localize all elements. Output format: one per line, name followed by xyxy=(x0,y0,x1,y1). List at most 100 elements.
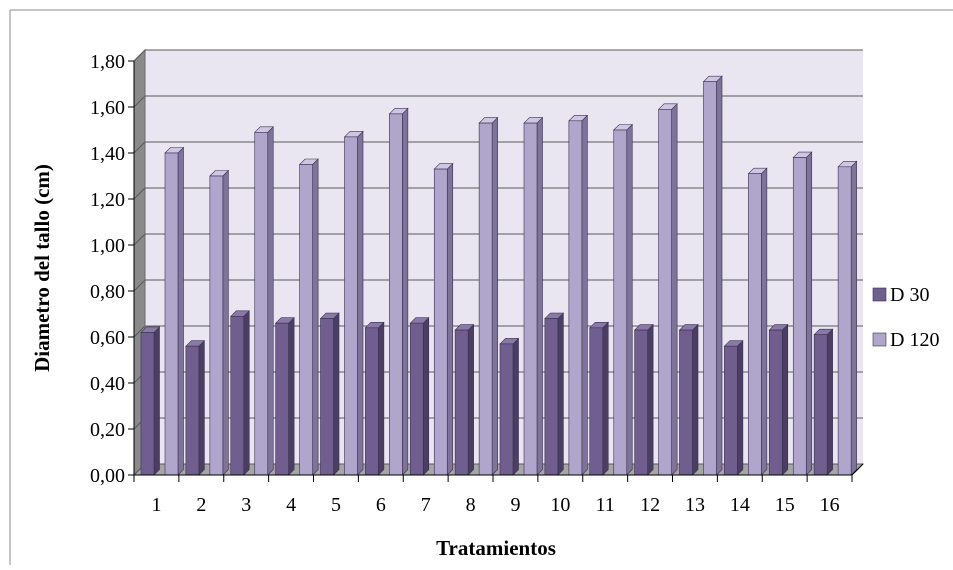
bar-front xyxy=(724,345,738,476)
bar-front xyxy=(409,322,424,476)
bar-side xyxy=(288,316,295,476)
bar-d120-13 xyxy=(702,75,723,476)
bar-front xyxy=(792,157,807,476)
bars xyxy=(140,75,858,476)
legend-entry-d30: D 30 xyxy=(872,284,929,306)
x-tick-label: 5 xyxy=(331,494,341,516)
y-tick-label: 1,80 xyxy=(90,51,125,73)
x-axis-ticks: 1 2 3 4 5 6 7 8 9 10 11 12 13 14 15 16 xyxy=(133,463,864,516)
bar-d30-12 xyxy=(633,323,654,476)
bar-d30-7 xyxy=(409,316,430,476)
bar-side xyxy=(267,126,274,476)
bar-front xyxy=(589,327,604,476)
bar-front xyxy=(299,164,313,476)
bar-front xyxy=(813,334,828,476)
x-tick-label: 4 xyxy=(286,494,296,516)
bar-side xyxy=(467,323,474,476)
bar-front xyxy=(748,173,762,476)
legend-label: D 120 xyxy=(890,329,939,351)
y-tick-label: 1,20 xyxy=(90,189,125,211)
bar-d30-14 xyxy=(723,339,744,476)
bar-d120-16 xyxy=(837,160,858,476)
bar-side xyxy=(781,323,789,476)
bar-front xyxy=(365,327,379,476)
x-axis-title: Tratamientos xyxy=(436,536,556,560)
bar-d120-10 xyxy=(568,114,589,476)
x-tick-label: 1 xyxy=(151,494,161,516)
x-tick-label: 7 xyxy=(421,494,431,516)
bar-d120-14 xyxy=(747,167,768,476)
bar-d120-7 xyxy=(433,162,454,476)
bar-side xyxy=(581,114,588,476)
bar-front xyxy=(140,332,155,476)
bar-d30-9 xyxy=(499,337,520,476)
bar-side xyxy=(153,326,160,476)
bar-side xyxy=(737,339,744,476)
bar-d30-16 xyxy=(813,328,834,476)
bar-d30-10 xyxy=(544,312,565,476)
bar-front xyxy=(837,166,852,476)
gridline-depth xyxy=(133,95,146,108)
bar-side xyxy=(222,169,229,476)
bar-front xyxy=(344,136,358,476)
x-tick-label: 12 xyxy=(640,494,660,516)
legend: D 30 D 120 xyxy=(872,284,939,351)
x-tick-label: 14 xyxy=(730,494,750,516)
bar-side xyxy=(177,146,184,476)
bar-front xyxy=(209,175,224,476)
bar-front xyxy=(433,168,448,476)
bar-side xyxy=(422,316,430,476)
bar-side xyxy=(761,167,768,476)
bar-side xyxy=(491,116,498,476)
bar-front xyxy=(454,329,469,476)
bar-d30-4 xyxy=(274,316,295,476)
bar-d120-2 xyxy=(209,169,230,476)
bar-front xyxy=(185,345,200,476)
bar-side xyxy=(333,312,340,476)
bar-side xyxy=(602,321,609,476)
x-tick-label: 2 xyxy=(196,494,206,516)
bar-side xyxy=(402,107,409,476)
bar-front xyxy=(634,329,648,476)
bar-d120-4 xyxy=(298,158,319,476)
bar-d30-11 xyxy=(589,321,609,476)
bar-side xyxy=(512,337,519,476)
y-tick-label: 1,40 xyxy=(90,143,125,165)
bar-side xyxy=(826,328,833,476)
bar-side xyxy=(446,162,454,476)
bar-front xyxy=(523,122,538,476)
bar-front xyxy=(768,329,783,476)
bar-d120-9 xyxy=(523,116,544,476)
bar-front xyxy=(658,109,672,476)
gridline-depth xyxy=(133,233,146,246)
bar-d30-2 xyxy=(185,339,206,476)
bar-front xyxy=(499,343,514,476)
bar-d30-5 xyxy=(319,312,340,476)
bar-side xyxy=(805,151,813,476)
bar-d120-15 xyxy=(792,151,813,476)
x-tick-label: 10 xyxy=(550,494,570,516)
x-tick-label: 15 xyxy=(775,494,795,516)
bar-d30-8 xyxy=(454,323,475,476)
bar-side xyxy=(692,323,699,476)
bar-d120-6 xyxy=(388,107,409,476)
bar-front xyxy=(544,318,559,476)
legend-label: D 30 xyxy=(890,284,929,306)
x-tick-label: 11 xyxy=(596,494,615,516)
bar-d30-13 xyxy=(678,323,699,476)
bar-side xyxy=(716,75,723,476)
bar-d30-1 xyxy=(140,326,161,476)
x-axis-depth xyxy=(851,463,864,476)
bar-front xyxy=(389,113,403,476)
gridline-depth xyxy=(133,187,146,200)
bar-side xyxy=(312,158,319,476)
bar-d120-5 xyxy=(343,130,364,476)
bar-side xyxy=(626,123,633,476)
x-tick-label: 3 xyxy=(241,494,251,516)
gridline-depth xyxy=(133,141,146,154)
y-tick-label: 1,60 xyxy=(90,97,125,119)
bar-front xyxy=(568,120,583,476)
bar-side xyxy=(647,323,654,476)
